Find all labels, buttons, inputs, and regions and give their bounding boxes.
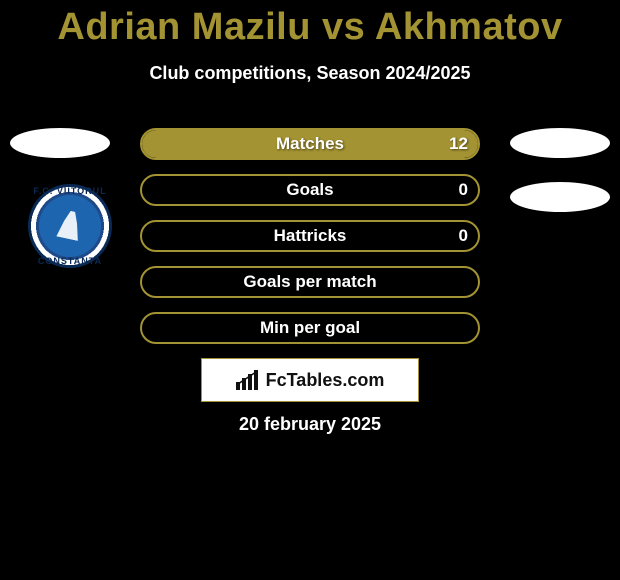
stat-label: Hattricks <box>142 226 478 246</box>
page-title: Adrian Mazilu vs Akhmatov <box>0 6 620 49</box>
stats-panel: 12Matches0Goals0HattricksGoals per match… <box>140 128 480 358</box>
stat-value-right: 0 <box>450 180 468 200</box>
club-crest-left: F.C. VIITORUL CONSTANTA <box>28 184 112 268</box>
crest-inner-icon <box>39 195 101 257</box>
player-right-badge-2 <box>510 182 610 212</box>
stat-value-right: 12 <box>449 134 468 154</box>
stat-bar: 12Matches <box>140 128 480 160</box>
crest-bottom-text: CONSTANTA <box>28 256 112 266</box>
stat-bar: Min per goal <box>140 312 480 344</box>
stat-value-right: 0 <box>450 226 468 246</box>
stat-label: Min per goal <box>142 318 478 338</box>
stat-bar: 0Goals <box>140 174 480 206</box>
brand-badge[interactable]: FcTables.com <box>201 358 419 402</box>
footer-date: 20 february 2025 <box>0 414 620 435</box>
subtitle: Club competitions, Season 2024/2025 <box>0 63 620 84</box>
stat-label: Goals <box>142 180 478 200</box>
brand-text: FcTables.com <box>266 370 385 391</box>
stat-label: Goals per match <box>142 272 478 292</box>
stat-fill <box>142 130 478 158</box>
bar-chart-icon <box>236 370 260 390</box>
player-left-badge-1 <box>10 128 110 158</box>
stat-bar: Goals per match <box>140 266 480 298</box>
h2h-card: Adrian Mazilu vs Akhmatov Club competiti… <box>0 6 620 580</box>
player-right-badge-1 <box>510 128 610 158</box>
stat-bar: 0Hattricks <box>140 220 480 252</box>
